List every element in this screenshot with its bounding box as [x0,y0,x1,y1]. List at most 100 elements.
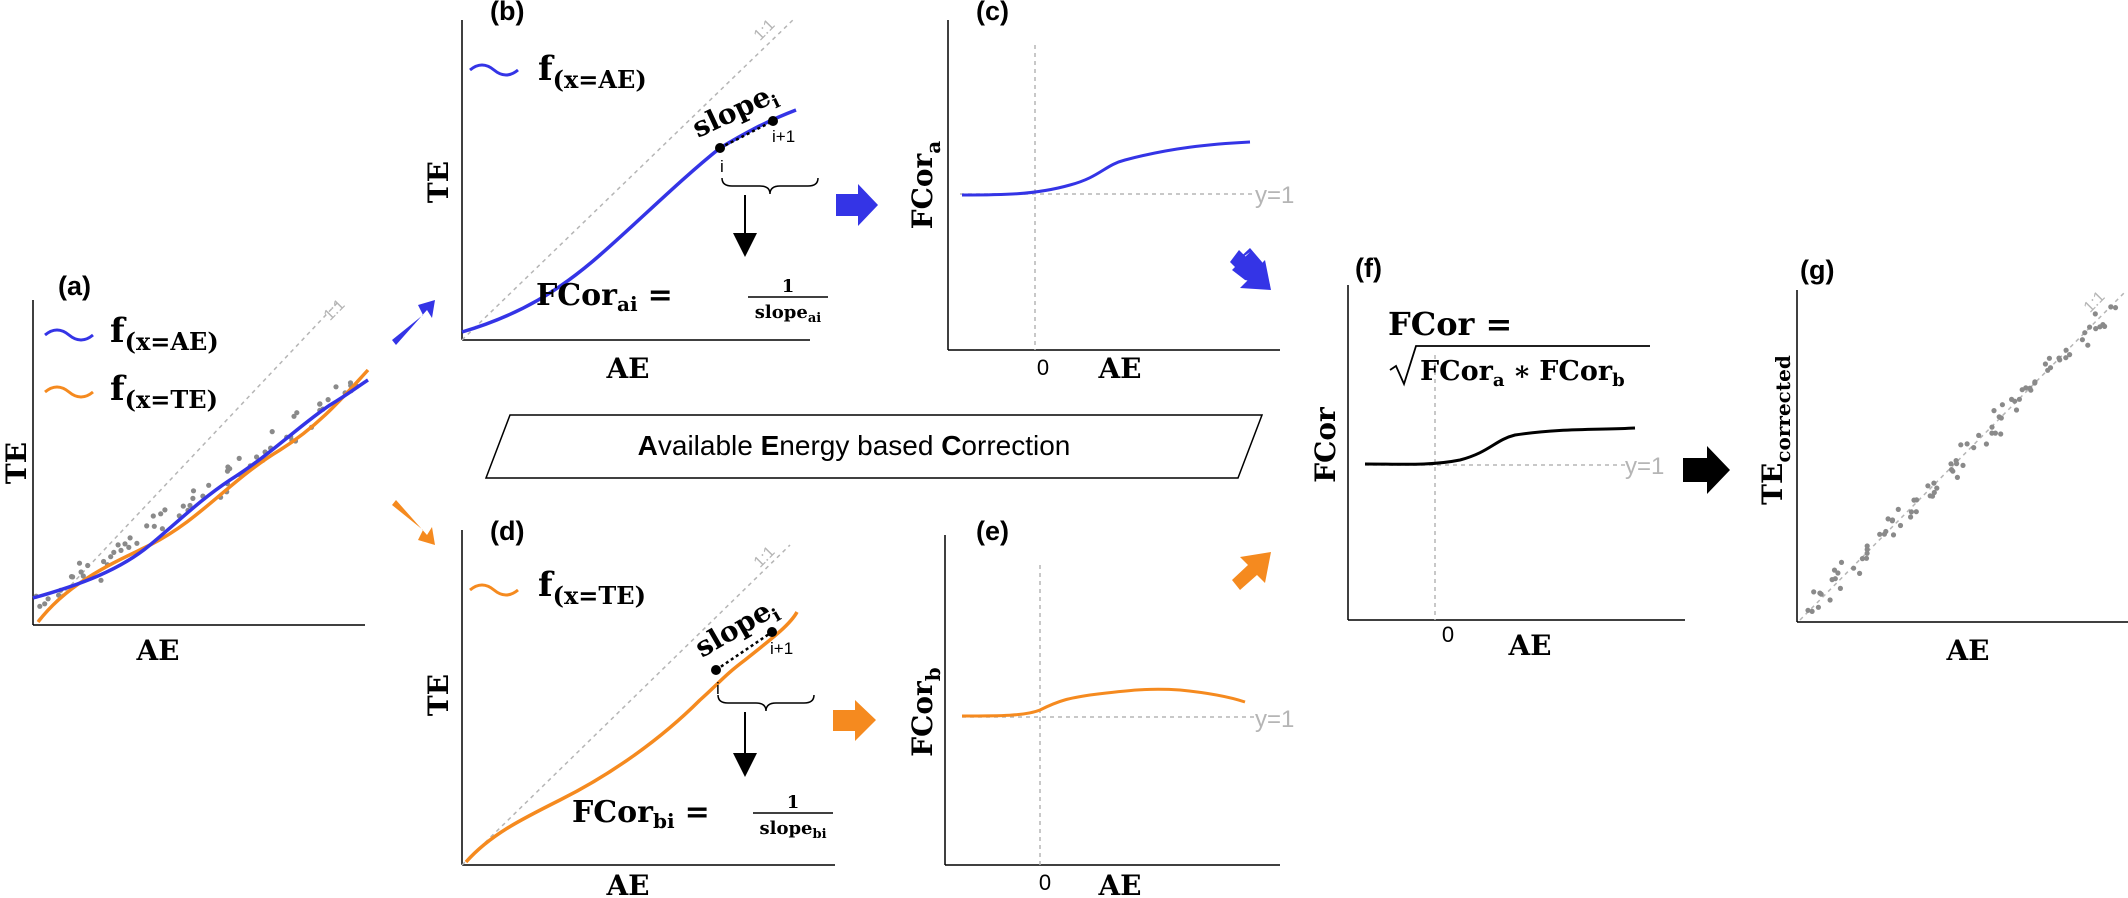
panel-g-scatter-dot [1953,458,1959,464]
panel-b-i1-label: i+1 [772,127,795,146]
panel-g-scatter-dot [1818,591,1824,597]
panel-g-scatter-dot [1837,585,1843,592]
panel-g-scatter-dot [2085,342,2091,348]
arrow-d-to-e [833,700,876,741]
panel-a-scatter [33,380,360,609]
panel-g-xlabel: AE [1945,634,1989,667]
panel-d-ylabel: TE [422,674,455,716]
banner-text: Available Energy based Correction [638,430,1071,461]
panel-a-scatter-dot [159,526,165,532]
panel-g-scatter-dot [1815,604,1821,610]
panel-d-i1-label: i+1 [770,639,793,658]
panel-d-brace [717,694,815,712]
panel-a-scatter-dot [126,544,132,551]
panel-a-orange-curve [36,368,370,624]
panel-a-identity-label: 1:1 [321,296,349,324]
panel-a-scatter-dot [227,466,233,472]
panel-g-scatter-dot [2027,385,2033,391]
panel-a-scatter-dot [127,535,133,541]
panel-d-xlabel: AE [605,869,649,898]
panel-a-scatter-dot [108,554,114,560]
panel-e-label: (e) [976,516,1009,546]
panel-e-y1-label: y=1 [1255,706,1294,733]
panel-f-ylabel: FCor [1309,406,1342,483]
banner-box [484,414,1264,479]
panel-g-scatter-dot [1992,430,1998,436]
panel-a-scatter-dot [70,574,76,580]
banner: Available Energy based Correction [484,414,1264,479]
panel-a-scatter-dot [294,410,300,416]
panel-b-formula-den: slopeai [755,302,821,326]
arrow-c-to-f-head [1230,250,1271,290]
panel-g: (g) 1:1 AE TEcorrected [1756,255,2128,667]
panel-a-scatter-dot [190,495,196,501]
panel-a-scatter-dot [115,542,121,548]
panel-g-scatter-dot [1827,597,1833,603]
panel-g-label: (g) [1800,255,1834,285]
panel-d: (d) 1:1 i i+1 slopei f(x=TE) FCorbi = 1 s… [422,516,835,898]
panel-g-scatter-dot [1895,506,1901,512]
panel-c-label: (c) [976,0,1009,26]
panel-f: (f) y=1 0 AE FCor FCor = FCora ∗ FCorb [1309,253,1685,662]
panel-g-identity-line [1799,291,2126,621]
panel-g-scatter-dot [1931,489,1937,496]
panel-f-zero-label: 0 [1442,622,1454,647]
panel-g-scatter-dot [1991,408,1997,414]
panel-g-scatter-dot [1829,577,1835,583]
panel-g-scatter-dot [1950,468,1956,474]
panel-a-scatter-dot [206,482,212,488]
legend-orange-swatch [44,385,94,399]
panel-g-scatter-dot [1913,509,1919,515]
panel-g-scatter-dot [1831,567,1838,573]
panel-g-scatter-dot [2056,355,2062,361]
panel-d-formula-den: slopebi [759,818,826,842]
panel-g-scatter-dot [1805,607,1811,613]
panel-d-identity-label: 1:1 [751,543,779,571]
panel-b-formula-lhs: FCorai = [536,278,673,316]
panel-g-scatter-dot [1960,462,1966,468]
panel-d-label: (d) [490,516,524,546]
panel-g-scatter-dot [1863,555,1870,561]
panel-b-point-i1 [768,116,778,126]
panel-a-label: (a) [58,271,91,301]
panel-g-scatter-dot [2047,365,2054,371]
panel-a-scatter-dot [158,511,164,517]
panel-a-scatter-dot [98,577,104,583]
panel-g-scatter [1805,304,2119,615]
panel-d-legend: f(x=TE) [538,565,646,610]
panel-d-formula-num: 1 [787,792,800,813]
panel-a-scatter-dot [101,558,107,565]
panel-g-scatter-dot [1890,532,1897,538]
panel-f-xlabel: AE [1507,629,1551,662]
panel-e-xlabel: AE [1097,869,1141,898]
panel-b: (b) 1:1 i i+1 slopei f(x=AE) FCorai = 1 s… [422,0,828,385]
panel-a-scatter-dot [134,540,140,546]
panel-g-scatter-dot [1859,556,1865,562]
panel-g-scatter-dot [1971,445,1977,451]
panel-a-ylabel: TE [0,442,33,484]
panel-g-scatter-dot [1811,589,1817,595]
panel-g-scatter-dot [1964,441,1970,447]
arrow-e-to-f [1232,552,1271,590]
panel-a-scatter-dot [85,562,91,569]
panel-g-scatter-dot [1809,608,1815,615]
panel-e: (e) y=1 0 AE FCorb [906,516,1294,898]
panel-g-scatter-dot [1983,441,1989,447]
panel-f-label: (f) [1355,253,1382,283]
panel-b-xlabel: AE [605,352,649,385]
panel-a-scatter-dot [162,507,168,513]
panel-c-zero-label: 0 [1037,355,1049,380]
panel-a-scatter-dot [187,502,193,509]
panel-a-scatter-dot [122,541,128,547]
panel-a-scatter-dot [325,397,331,403]
panel-a-blue-curve [32,378,369,600]
panel-b-label: (b) [490,0,524,26]
panel-g-scatter-dot [2087,324,2093,330]
panel-g-scatter-dot [1864,546,1870,553]
panel-g-scatter-dot [2093,326,2099,332]
panel-d-orange-curve [464,611,799,864]
panel-g-scatter-dot [2012,398,2018,404]
panel-g-scatter-dot [2016,396,2022,402]
panel-a-scatter-dot [291,413,297,419]
